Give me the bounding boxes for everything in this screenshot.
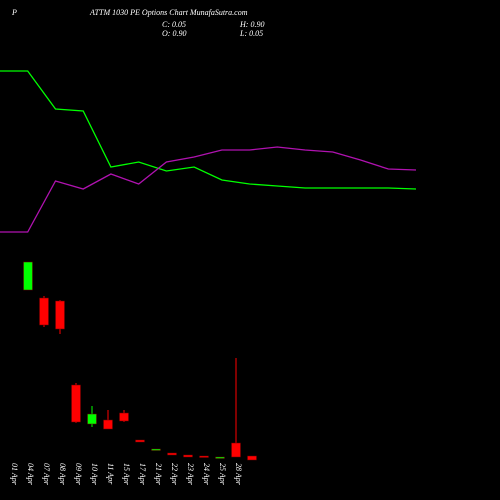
x-tick-label: 07 Apr <box>42 463 51 486</box>
candle-body <box>247 455 257 461</box>
x-tick-label: 23 Apr <box>186 463 195 486</box>
x-tick-label: 25 Apr <box>218 463 227 486</box>
candle-body <box>215 456 225 459</box>
candle-body <box>71 384 81 423</box>
corner-label: P <box>11 8 17 17</box>
candle-body <box>119 412 129 422</box>
x-tick-label: 01 Apr <box>10 463 19 486</box>
candle-body <box>39 297 49 326</box>
x-tick-label: 22 Apr <box>170 463 179 486</box>
chart-title: ATTM 1030 PE Options Chart MunafaSutra.c… <box>89 8 248 17</box>
candle-body <box>199 455 209 458</box>
x-tick-label: 21 Apr <box>154 463 163 486</box>
x-tick-label: 24 Apr <box>202 463 211 486</box>
candle-body <box>135 439 145 443</box>
x-tick-label: 28 Apr <box>234 463 243 486</box>
ohlc-label: O: 0.90 <box>162 29 186 38</box>
indicator-line <box>0 146 417 233</box>
x-tick-label: 09 Apr <box>74 463 83 486</box>
candle-body <box>23 261 33 291</box>
x-tick-label: 10 Apr <box>90 463 99 486</box>
x-tick-label: 15 Apr <box>122 463 131 486</box>
candle-body <box>167 452 177 456</box>
candle-body <box>231 442 241 458</box>
ohlc-label: L: 0.05 <box>239 29 263 38</box>
x-tick-label: 04 Apr <box>26 463 35 486</box>
indicator-line <box>0 70 417 190</box>
ohlc-label: C: 0.05 <box>162 20 186 29</box>
x-tick-label: 17 Apr <box>138 463 147 486</box>
candle-body <box>151 448 161 451</box>
x-tick-label: 08 Apr <box>58 463 67 486</box>
ohlc-label: H: 0.90 <box>239 20 264 29</box>
x-tick-label: 11 Apr <box>106 463 115 485</box>
candle-body <box>55 300 65 330</box>
candle-body <box>103 419 113 430</box>
candle-body <box>183 454 193 458</box>
candle-body <box>87 413 97 425</box>
